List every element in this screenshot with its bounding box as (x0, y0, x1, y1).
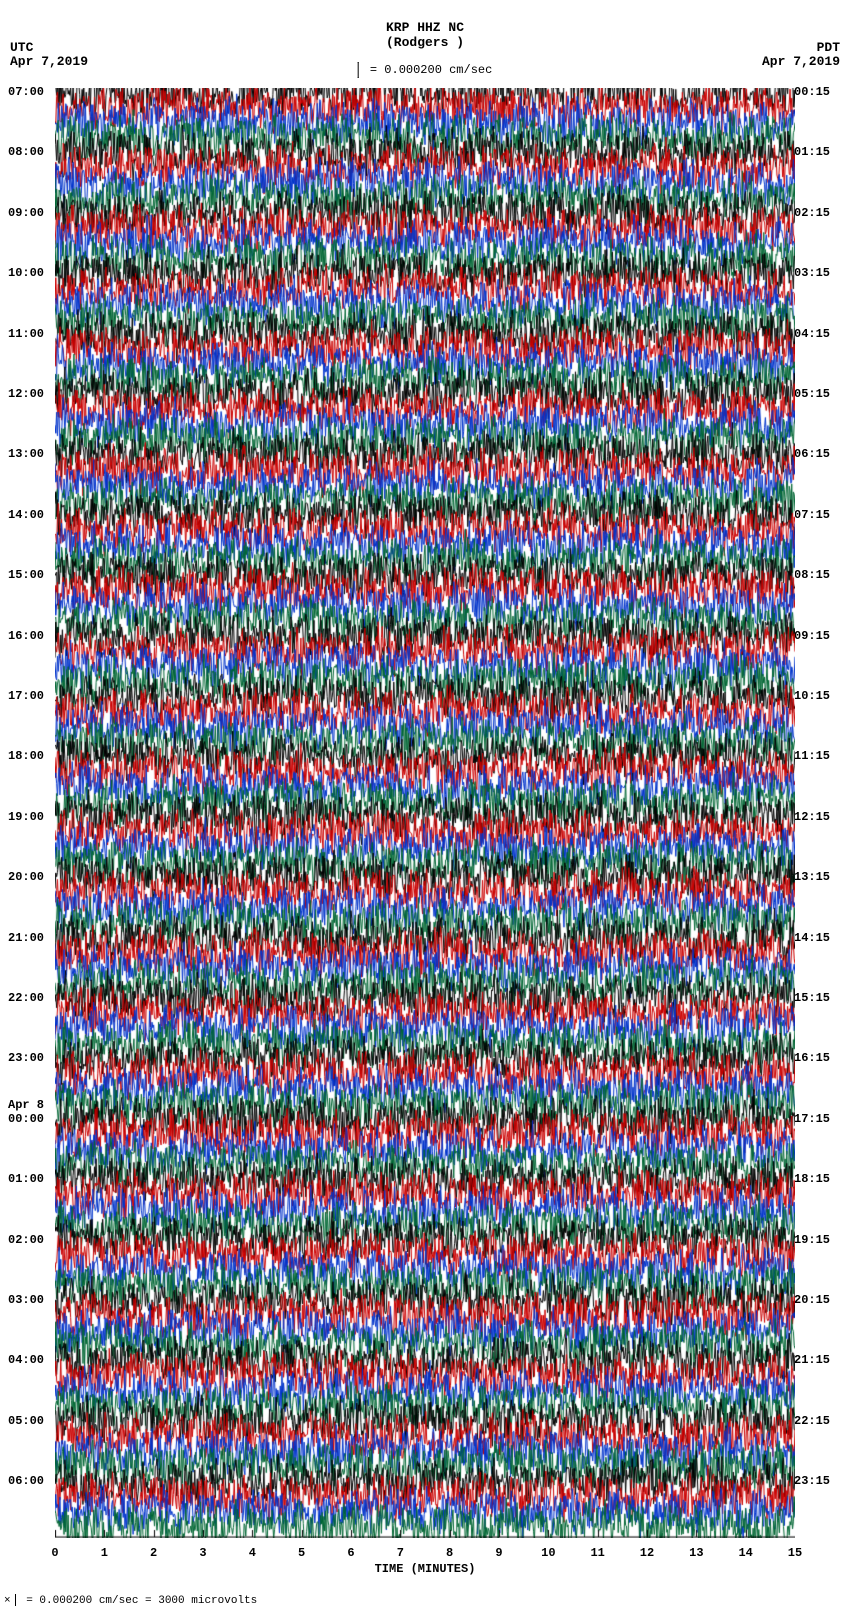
x-axis: TIME (MINUTES) 0123456789101112131415 (55, 1540, 795, 1580)
x-tick: 9 (495, 1546, 502, 1560)
y-tick-left: 19:00 (8, 810, 44, 824)
scale-text: = 0.000200 cm/sec (363, 63, 493, 77)
y-tick-right: 11:15 (794, 749, 830, 763)
y-tick-right: 14:15 (794, 931, 830, 945)
chart-subtitle: (Rodgers ) (0, 35, 850, 50)
x-tick: 11 (590, 1546, 604, 1560)
y-tick-right: 08:15 (794, 568, 830, 582)
y-tick-right: 15:15 (794, 991, 830, 1005)
y-tick-right: 10:15 (794, 689, 830, 703)
y-tick-left: 16:00 (8, 629, 44, 643)
x-tick: 15 (788, 1546, 802, 1560)
y-tick-right: 12:15 (794, 810, 830, 824)
y-tick-right: 06:15 (794, 447, 830, 461)
y-tick-left: 03:00 (8, 1293, 44, 1307)
y-tick-left: 21:00 (8, 931, 44, 945)
x-tick: 7 (397, 1546, 404, 1560)
y-tick-right: 21:15 (794, 1353, 830, 1367)
y-tick-right: 17:15 (794, 1112, 830, 1126)
y-tick-right: 19:15 (794, 1233, 830, 1247)
x-tick: 8 (446, 1546, 453, 1560)
footer-scale: × = 0.000200 cm/sec = 3000 microvolts (4, 1594, 257, 1607)
y-tick-right: 03:15 (794, 266, 830, 280)
date-left-label: Apr 7,2019 (10, 54, 88, 69)
x-tick: 12 (640, 1546, 654, 1560)
x-tick: 1 (101, 1546, 108, 1560)
y-tick-left: 02:00 (8, 1233, 44, 1247)
tz-right-label: PDT (817, 40, 840, 55)
y-tick-left: 18:00 (8, 749, 44, 763)
y-tick-left: 15:00 (8, 568, 44, 582)
x-tick: 14 (738, 1546, 752, 1560)
footer-text: = 0.000200 cm/sec = 3000 microvolts (20, 1595, 258, 1607)
x-tick: 0 (51, 1546, 58, 1560)
y-tick-right: 13:15 (794, 870, 830, 884)
y-tick-left: 20:00 (8, 870, 44, 884)
y-tick-right: 20:15 (794, 1293, 830, 1307)
x-tick: 2 (150, 1546, 157, 1560)
y-tick-right: 04:15 (794, 327, 830, 341)
x-tick: 4 (249, 1546, 256, 1560)
y-tick-right: 23:15 (794, 1474, 830, 1488)
y-tick-right: 02:15 (794, 206, 830, 220)
y-tick-right: 09:15 (794, 629, 830, 643)
y-tick-left: 23:00 (8, 1051, 44, 1065)
y-tick-left: 07:00 (8, 85, 44, 99)
y-tick-left: 13:00 (8, 447, 44, 461)
seismogram-container: KRP HHZ NC (Rodgers ) UTC Apr 7,2019 PDT… (0, 0, 850, 1613)
x-tick: 3 (199, 1546, 206, 1560)
scale-legend: = 0.000200 cm/sec (358, 62, 493, 78)
scale-bar-icon (358, 62, 359, 78)
chart-title: KRP HHZ NC (0, 0, 850, 35)
y-tick-right: 22:15 (794, 1414, 830, 1428)
y-tick-right: 18:15 (794, 1172, 830, 1186)
helicorder-canvas (55, 88, 795, 1538)
y-tick-left: 08:00 (8, 145, 44, 159)
y-tick-left: 05:00 (8, 1414, 44, 1428)
y-tick-left: 12:00 (8, 387, 44, 401)
y-tick-left: 01:00 (8, 1172, 44, 1186)
tz-left-label: UTC (10, 40, 33, 55)
y-tick-left: 17:00 (8, 689, 44, 703)
y-tick-left: 00:00 (8, 1112, 44, 1126)
footer-prefix: × (4, 1595, 11, 1607)
footer-bar-icon (15, 1594, 16, 1606)
y-tick-left: 06:00 (8, 1474, 44, 1488)
y-tick-right: 16:15 (794, 1051, 830, 1065)
x-tick: 10 (541, 1546, 555, 1560)
y-tick-left: 09:00 (8, 206, 44, 220)
y-tick-right: 05:15 (794, 387, 830, 401)
y-tick-left: 04:00 (8, 1353, 44, 1367)
x-tick: 5 (298, 1546, 305, 1560)
y-tick-left: 22:00 (8, 991, 44, 1005)
y-tick-right: 07:15 (794, 508, 830, 522)
y-tick-left: 10:00 (8, 266, 44, 280)
x-tick: 13 (689, 1546, 703, 1560)
x-tick: 6 (347, 1546, 354, 1560)
date-marker: Apr 8 (8, 1098, 44, 1112)
y-tick-left: 11:00 (8, 327, 44, 341)
date-right-label: Apr 7,2019 (762, 54, 840, 69)
y-tick-left: 14:00 (8, 508, 44, 522)
plot-area (55, 88, 795, 1538)
y-tick-right: 00:15 (794, 85, 830, 99)
x-axis-label: TIME (MINUTES) (375, 1562, 476, 1576)
y-tick-right: 01:15 (794, 145, 830, 159)
